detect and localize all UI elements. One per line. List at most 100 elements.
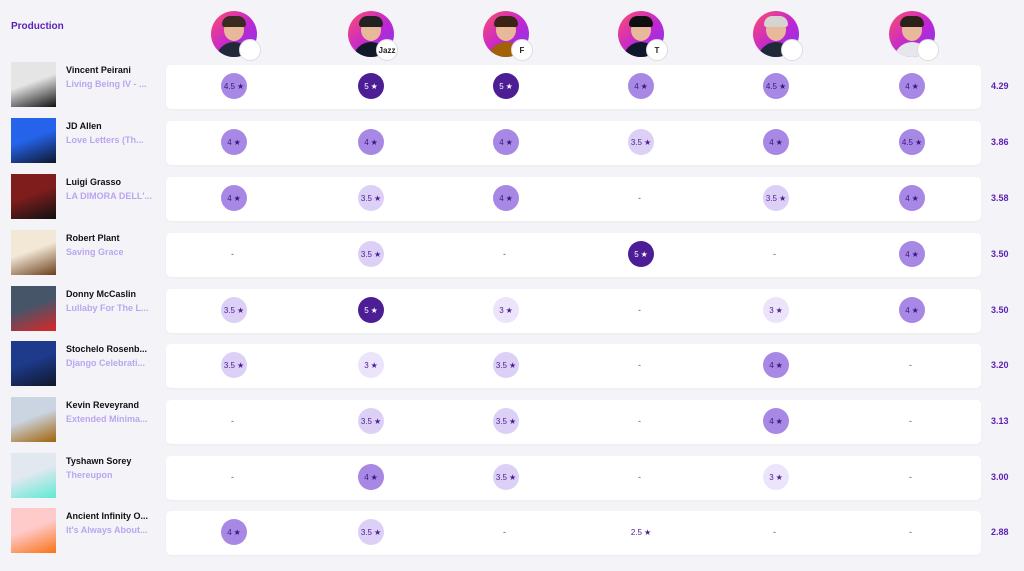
rating-value: 5 [364, 81, 369, 91]
rating-badge[interactable]: 4 ★ [899, 241, 925, 267]
artist-name[interactable]: Luigi Grasso [66, 177, 122, 187]
artist-name[interactable]: Robert Plant [66, 233, 120, 243]
publication-logo-icon [917, 39, 939, 61]
table-row[interactable]: Vincent Peirani Living Being IV - ... 4.5 ★… [0, 62, 1024, 109]
critic-avatar-3[interactable]: F [483, 11, 533, 61]
album-cover[interactable] [11, 508, 56, 553]
rating-badge[interactable]: 4 ★ [221, 519, 247, 545]
star-icon: ★ [508, 416, 517, 426]
rating-badge[interactable]: 4 ★ [899, 297, 925, 323]
artist-name[interactable]: Stochelo Rosenb... [66, 344, 148, 354]
star-icon: ★ [505, 81, 513, 91]
rating-badge[interactable]: 4.5 ★ [221, 73, 247, 99]
album-cover[interactable] [11, 286, 56, 331]
rating-badge[interactable]: 4 ★ [358, 464, 384, 490]
table-row[interactable]: JD Allen Love Letters (Th... 4 ★ 4 ★ 4 ★ 3.5 ★ 4 ★ 4… [0, 118, 1024, 165]
rating-badge[interactable]: 3 ★ [493, 297, 519, 323]
star-icon: ★ [778, 193, 787, 203]
rating-badge[interactable]: 3 ★ [763, 464, 789, 490]
rating-badge[interactable]: 5 ★ [358, 73, 384, 99]
rating-badge[interactable]: 3.5 ★ [358, 519, 384, 545]
rating-badge[interactable]: 2.5 ★ [628, 519, 654, 545]
artist-name[interactable]: Tyshawn Sorey [66, 456, 132, 466]
rating-badge[interactable]: 4 ★ [221, 129, 247, 155]
album-title[interactable]: Django Celebrati... [66, 358, 146, 368]
rating-badge[interactable]: 4 ★ [763, 408, 789, 434]
rating-badge[interactable]: 3.5 ★ [221, 297, 247, 323]
critic-avatar-5[interactable] [753, 11, 803, 61]
rating-value: 4 [769, 137, 774, 147]
album-cover[interactable] [11, 174, 56, 219]
rating-badge[interactable]: 4 ★ [493, 185, 519, 211]
rating-badge[interactable]: 5 ★ [493, 73, 519, 99]
album-title[interactable]: Saving Grace [66, 247, 124, 257]
album-title[interactable]: LA DIMORA DELL'... [66, 191, 152, 201]
table-row[interactable]: Donny McCaslin Lullaby For The L... 3.5 ★ 5 ★… [0, 286, 1024, 333]
rating-badge[interactable]: 4 ★ [899, 73, 925, 99]
rating-badge[interactable]: 4 ★ [493, 129, 519, 155]
critic-avatar-6[interactable] [889, 11, 939, 61]
rating-badge[interactable]: 4 ★ [221, 185, 247, 211]
table-row[interactable]: Tyshawn Sorey Thereupon -4 ★ 3.5 ★ -3 ★ -3.00 [0, 453, 1024, 500]
rating-badge[interactable]: 4.5 ★ [899, 129, 925, 155]
no-rating: - [231, 249, 234, 259]
rating-badge[interactable]: 4.5 ★ [763, 73, 789, 99]
album-title[interactable]: Living Being IV - ... [66, 79, 147, 89]
table-row[interactable]: Kevin Reveyrand Extended Minima... - 3.5 ★ 3.… [0, 397, 1024, 444]
table-row[interactable]: Robert Plant Saving Grace -3.5 ★ -5 ★ -4 ★ 3.50 [0, 230, 1024, 277]
table-row[interactable]: Luigi Grasso LA DIMORA DELL'... 4 ★ 3.5 ★ 4 ★ -3… [0, 174, 1024, 221]
album-cover[interactable] [11, 397, 56, 442]
rating-badge[interactable]: 4 ★ [763, 129, 789, 155]
album-cover[interactable] [11, 62, 56, 107]
album-title[interactable]: It's Always About... [66, 525, 148, 535]
rating-badge[interactable]: 3.5 ★ [628, 129, 654, 155]
rating-badge[interactable]: 4 ★ [899, 185, 925, 211]
artist-name[interactable]: Kevin Reveyrand [66, 400, 140, 410]
critic-avatar-4[interactable]: T [618, 11, 668, 61]
album-title[interactable]: Extended Minima... [66, 414, 148, 424]
star-icon: ★ [911, 249, 919, 259]
artist-name[interactable]: Vincent Peirani [66, 65, 131, 75]
rating-badge[interactable]: 3 ★ [763, 297, 789, 323]
artist-name[interactable]: JD Allen [66, 121, 102, 131]
rating-badge[interactable]: 3 ★ [358, 352, 384, 378]
rating-value: 3 [364, 360, 369, 370]
star-icon: ★ [370, 360, 378, 370]
rating-badge[interactable]: 5 ★ [628, 241, 654, 267]
rating-value: 4.5 [765, 81, 777, 91]
star-icon: ★ [236, 360, 245, 370]
critic-avatar-2[interactable]: Jazz [348, 11, 398, 61]
album-title[interactable]: Lullaby For The L... [66, 303, 149, 313]
rating-badge[interactable]: 3.5 ★ [358, 241, 384, 267]
rating-badge[interactable]: 4 ★ [763, 352, 789, 378]
rating-badge[interactable]: 4 ★ [628, 73, 654, 99]
artist-name[interactable]: Ancient Infinity O... [66, 511, 149, 521]
rating-badge[interactable]: 3.5 ★ [763, 185, 789, 211]
table-row[interactable]: Ancient Infinity O... It's Always About..… [0, 508, 1024, 555]
rating-badge[interactable]: 3.5 ★ [493, 352, 519, 378]
star-icon: ★ [505, 305, 513, 315]
rating-badge[interactable]: 3.5 ★ [358, 408, 384, 434]
star-icon: ★ [373, 416, 382, 426]
no-rating: - [638, 472, 641, 482]
album-cover[interactable] [11, 453, 56, 498]
rating-badge[interactable]: 3.5 ★ [493, 464, 519, 490]
rating-badge[interactable]: 4 ★ [358, 129, 384, 155]
table-row[interactable]: Stochelo Rosenb... Django Celebrati... 3.5… [0, 341, 1024, 388]
hair-shape [900, 16, 924, 27]
rating-badge[interactable]: 3.5 ★ [358, 185, 384, 211]
album-title[interactable]: Love Letters (Th... [66, 135, 144, 145]
rating-badge[interactable]: 3.5 ★ [493, 408, 519, 434]
publication-logo-icon: Jazz [376, 39, 398, 61]
album-title[interactable]: Thereupon [66, 470, 113, 480]
artist-name[interactable]: Donny McCaslin [66, 289, 137, 299]
star-icon: ★ [508, 472, 517, 482]
no-rating: - [909, 360, 912, 370]
album-cover[interactable] [11, 341, 56, 386]
no-rating: - [638, 416, 641, 426]
rating-badge[interactable]: 5 ★ [358, 297, 384, 323]
album-cover[interactable] [11, 118, 56, 163]
rating-badge[interactable]: 3.5 ★ [221, 352, 247, 378]
album-cover[interactable] [11, 230, 56, 275]
critic-avatar-1[interactable] [211, 11, 261, 61]
